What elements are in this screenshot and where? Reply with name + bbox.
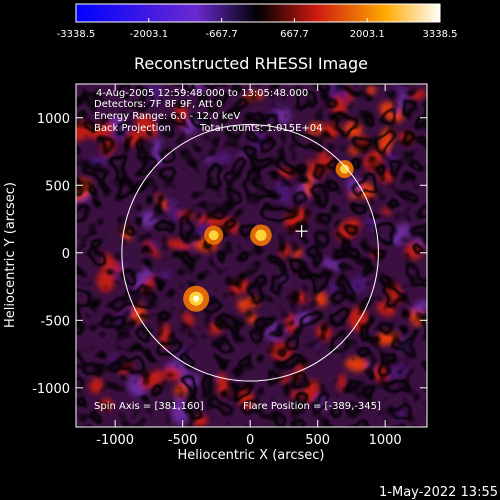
- source-peak: [193, 295, 200, 302]
- x-tick-label: 0: [246, 433, 254, 448]
- x-axis-ticks: -1000 -500 0 500 1000: [96, 84, 402, 448]
- colorbar-tick-label: 3338.5: [423, 29, 458, 40]
- solar-disk-limb: [121, 124, 379, 382]
- source-core: [208, 230, 219, 241]
- source-core: [340, 164, 350, 174]
- colorbar: [75, 3, 441, 23]
- x-tick-label: 500: [305, 433, 330, 448]
- y-tick-label: 500: [45, 179, 70, 194]
- image-contour-pattern: [76, 84, 427, 427]
- y-tick-label: 1000: [37, 112, 70, 127]
- y-axis-label: Heliocentric Y (arcsec): [3, 182, 18, 328]
- annotation-method: Back Projection: [94, 123, 171, 134]
- colorbar-tick-label: -3338.5: [57, 29, 96, 40]
- colorbar-tick-label: -667.7: [205, 29, 237, 40]
- colorbar-tick-label: -2003.1: [129, 29, 168, 40]
- y-tick-label: 0: [62, 247, 70, 262]
- spin-axis-marker: [295, 225, 308, 238]
- x-tick-label: -1000: [96, 433, 134, 448]
- y-axis-ticks: -1000 -500 0 500 1000: [32, 112, 427, 397]
- annotation-time: 4-Aug-2005 12:59:48.000 to 13:05:48.000: [96, 88, 308, 99]
- plot-frame: [75, 83, 428, 428]
- x-axis-label: Heliocentric X (arcsec): [178, 448, 325, 463]
- footer-date: 1-May-2022 13:55: [379, 485, 498, 500]
- annotation-counts: Total counts: 1.015E+04: [199, 123, 323, 134]
- y-tick-label: -500: [40, 314, 70, 329]
- chart-title: Reconstructed RHESSI Image: [134, 54, 368, 73]
- colorbar-tick-label: 2003.1: [350, 29, 385, 40]
- x-tick-label: -500: [168, 433, 198, 448]
- y-tick-label: -1000: [32, 382, 70, 397]
- source-layer: [183, 160, 354, 312]
- colorbar-tick-label: 667.7: [280, 29, 309, 40]
- annotation-spin-axis: Spin Axis = [381,160]: [94, 401, 204, 412]
- annotation-energy: Energy Range: 6.0 - 12.0 keV: [94, 111, 240, 122]
- annotation-block: 4-Aug-2005 12:59:48.000 to 13:05:48.000 …: [94, 88, 381, 412]
- x-tick-label: 1000: [369, 433, 402, 448]
- annotation-detectors: Detectors: 7F 8F 9F, Att 0: [94, 99, 222, 110]
- colorbar-ticks: -3338.5 -2003.1 -667.7 667.7 2003.1 3338.5: [57, 18, 458, 40]
- source-core: [255, 229, 267, 241]
- annotation-flare-position: Flare Position = [-389,-345]: [243, 401, 381, 412]
